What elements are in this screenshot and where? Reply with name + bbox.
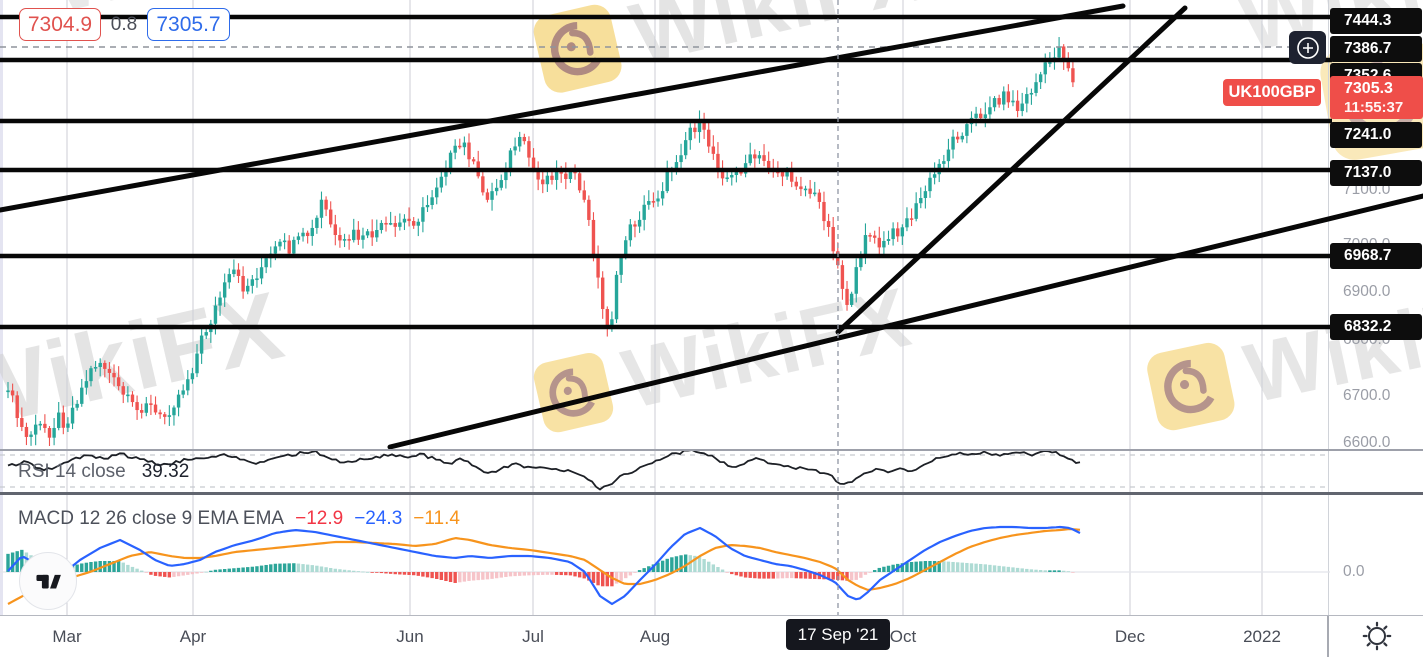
sell-button[interactable]: 7304.9 [19, 8, 101, 41]
plus-icon [1296, 36, 1319, 59]
month-label: Jun [396, 627, 424, 646]
macd-hist-value: −12.9 [295, 508, 344, 529]
month-label: Aug [639, 627, 671, 646]
macd-signal-value: −11.4 [413, 508, 460, 529]
price-tick-label: 6900.0 [1343, 283, 1391, 300]
last-price-badge: 7305.3 11:55:37 [1330, 76, 1423, 119]
price-level-label: 6832.2 [1330, 314, 1422, 340]
time-axis[interactable]: Mar Apr Jun Jul Aug Oct Dec 2022 [0, 615, 1423, 657]
month-label: Apr [179, 627, 207, 646]
gear-icon [1362, 621, 1392, 651]
axis-corner-divider [1327, 616, 1329, 657]
rsi-value: 39.32 [141, 461, 190, 482]
buy-button[interactable]: 7305.7 [147, 8, 230, 41]
rsi-legend: RSI 14 close 39.32 [18, 461, 189, 483]
trendline [0, 3, 1126, 213]
macd-label: MACD 12 26 close 9 EMA EMA [18, 508, 285, 529]
axis-settings-button[interactable] [1362, 621, 1392, 651]
price-level-label: 7444.3 [1330, 8, 1422, 34]
month-label: Mar [52, 627, 82, 646]
spread-value: 0.8 [110, 13, 138, 35]
add-plus-button[interactable] [1289, 31, 1326, 64]
price-tick-label: 0.0 [1343, 563, 1365, 580]
month-label: Dec [1114, 627, 1146, 646]
month-label: 2022 [1243, 627, 1281, 646]
month-label: Jul [522, 627, 544, 646]
symbol-badge: UK100GBP [1223, 79, 1321, 106]
last-price-time: 11:55:37 [1344, 99, 1404, 116]
tradingview-logo[interactable] [19, 552, 77, 610]
rsi-label: RSI 14 close [18, 461, 126, 482]
macd-legend: MACD 12 26 close 9 EMA EMA −12.9 −24.3 −11.… [18, 508, 460, 530]
price-level-label: 7137.0 [1330, 160, 1422, 186]
price-level-label: 7241.0 [1330, 122, 1422, 148]
price-tick-label: 6600.0 [1343, 434, 1391, 451]
rsi-line [7, 451, 1081, 491]
last-price-value: 7305.3 [1344, 80, 1393, 97]
month-label: Oct [889, 627, 917, 646]
trade-panel: 7304.9 0.8 7305.7 [19, 8, 230, 41]
crosshair-date-badge: 17 Sep '21 [786, 619, 890, 650]
price-tick-label: 6700.0 [1343, 387, 1391, 404]
trendline [835, 5, 1188, 335]
macd-line-value: −24.3 [354, 508, 403, 529]
tradingview-icon [36, 574, 61, 589]
price-level-label: 7386.7 [1330, 36, 1422, 62]
price-level-label: 6968.7 [1330, 243, 1422, 269]
macd-plot [6, 525, 1081, 606]
